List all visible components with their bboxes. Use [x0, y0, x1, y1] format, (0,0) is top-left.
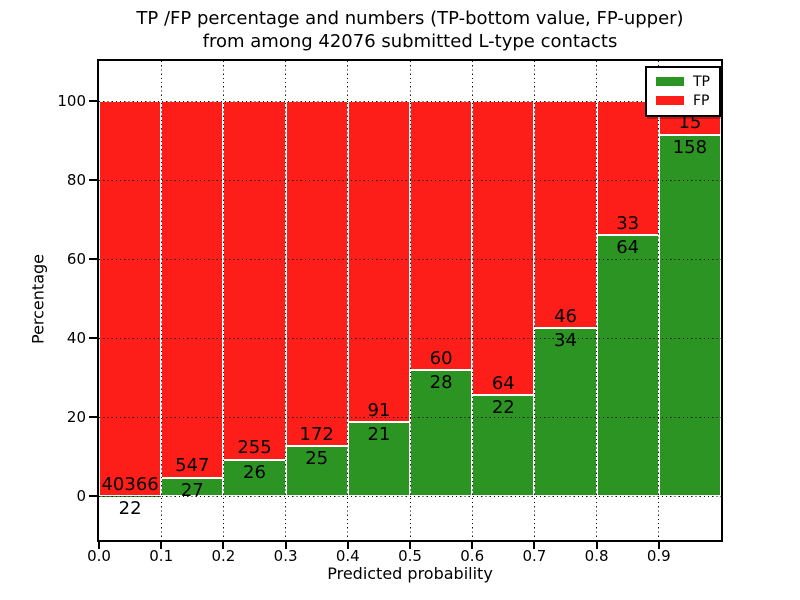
x-tick-label: 0.2 — [211, 547, 236, 565]
legend-label-fp: FP — [693, 92, 710, 109]
x-tick-mark — [284, 541, 287, 549]
y-tick-label: 20 — [66, 408, 86, 427]
legend-entry-tp: TP — [656, 72, 710, 91]
bar-value-fp: 172 — [299, 423, 334, 445]
x-tick-label: 0.6 — [460, 547, 485, 565]
bar-segment-fp — [472, 100, 535, 396]
x-tick-label: 0.7 — [522, 547, 547, 565]
bar-value-fp: 91 — [367, 399, 391, 421]
bar-segment-tp — [534, 328, 597, 497]
bar-segment-tp — [596, 235, 659, 497]
chart-title-line2: from among 42076 submitted L-type contac… — [202, 31, 618, 52]
chart-title-line1: TP /FP percentage and numbers (TP-bottom… — [136, 8, 684, 29]
bar-segment-tp — [658, 134, 721, 497]
legend: TP FP — [645, 66, 721, 117]
bar-value-fp: 40366 — [101, 473, 159, 495]
gridline-vertical — [222, 61, 224, 540]
y-tick-mark — [89, 337, 97, 340]
bar-value-fp: 255 — [237, 437, 272, 459]
bar-value-fp: 46 — [554, 305, 577, 327]
bar-segment-tp — [410, 370, 473, 497]
gridline-vertical — [160, 61, 162, 540]
bar-segment-fp — [161, 100, 224, 478]
y-tick-label: 100 — [57, 91, 86, 110]
legend-label-tp: TP — [693, 73, 710, 90]
bar-segment-tp — [347, 422, 410, 497]
plot-area: 40366 22 547 27 255 26 172 25 91 21 60 28 64 22 46 34 33… — [97, 59, 723, 542]
bar-value-fp: 60 — [429, 348, 453, 369]
bar-segment-fp — [410, 100, 473, 371]
bar-segment-fp — [596, 100, 659, 236]
x-tick-mark — [98, 541, 100, 549]
bar-value-tp: 34 — [554, 329, 577, 351]
y-tick-label: 80 — [66, 170, 86, 189]
y-tick-label: 0 — [76, 487, 86, 506]
gridline-horizontal — [99, 100, 721, 102]
bar-value-fp: 33 — [616, 212, 640, 234]
bar-value-tp: 21 — [367, 423, 391, 445]
x-tick-mark — [409, 541, 411, 549]
bar-segment-tp — [161, 477, 224, 497]
gridline-horizontal — [99, 179, 721, 181]
bar-value-tp: 158 — [672, 136, 708, 158]
bar-value-tp: 27 — [180, 479, 204, 501]
bar-segment-fp — [99, 100, 162, 497]
bar-value-fp: 15 — [678, 112, 702, 134]
x-tick-label: 0.5 — [398, 547, 422, 565]
x-tick-mark — [595, 541, 598, 549]
gridline-vertical — [409, 61, 411, 540]
x-tick-mark — [346, 541, 349, 549]
y-tick-mark — [89, 495, 97, 498]
y-tick-label: 60 — [66, 249, 86, 268]
bar-value-fp: 547 — [175, 455, 210, 477]
bar-segment-fp — [347, 100, 410, 423]
bar-value-tp: 64 — [616, 236, 640, 258]
bar-segment-fp — [223, 100, 286, 460]
bar-value-tp: 22 — [491, 396, 515, 418]
x-tick-label: 0.9 — [646, 547, 671, 565]
x-axis-label: Predicted probability — [327, 564, 493, 583]
x-tick-mark — [471, 541, 474, 549]
bar-segment-tp — [223, 459, 286, 497]
tp-color-swatch-icon — [656, 77, 684, 86]
gridline-horizontal — [99, 258, 721, 260]
bar-value-tp: 28 — [429, 372, 453, 394]
bar-segment-fp — [285, 100, 348, 447]
x-tick-mark — [160, 541, 163, 549]
fp-color-swatch-icon — [656, 96, 684, 105]
gridline-vertical — [596, 61, 598, 540]
gridline-horizontal — [99, 338, 721, 340]
legend-entry-fp: FP — [656, 91, 710, 110]
bar-segment-fp — [534, 100, 597, 329]
x-tick-label: 0.4 — [335, 547, 360, 565]
gridline-vertical — [658, 61, 660, 540]
x-tick-mark — [222, 541, 225, 549]
y-tick-mark — [89, 99, 97, 102]
x-tick-label: 0.3 — [273, 547, 298, 565]
x-tick-label: 0.8 — [584, 547, 609, 565]
y-tick-label: 40 — [66, 329, 86, 348]
x-tick-label: 0.0 — [87, 547, 111, 565]
gridline-vertical — [471, 61, 473, 540]
bar-segment-tp — [472, 395, 535, 497]
gridline-vertical — [347, 61, 349, 540]
y-tick-mark — [89, 178, 97, 181]
gridline-horizontal — [99, 496, 721, 498]
bar-value-tp: 25 — [305, 447, 329, 469]
chart-title: TP /FP percentage and numbers (TP-bottom… — [99, 7, 721, 53]
gridline-vertical — [533, 61, 535, 540]
gridline-horizontal — [99, 417, 721, 419]
x-tick-label: 0.1 — [149, 547, 174, 565]
y-tick-mark — [89, 416, 97, 419]
bar-segment-tp — [285, 446, 348, 497]
x-tick-mark — [533, 541, 536, 549]
x-tick-mark — [657, 541, 660, 549]
y-tick-mark — [89, 257, 97, 260]
bar-value-tp: 22 — [118, 497, 142, 519]
bar-value-tp: 26 — [243, 461, 266, 483]
bar-value-fp: 64 — [491, 372, 515, 394]
gridline-vertical — [285, 61, 287, 540]
